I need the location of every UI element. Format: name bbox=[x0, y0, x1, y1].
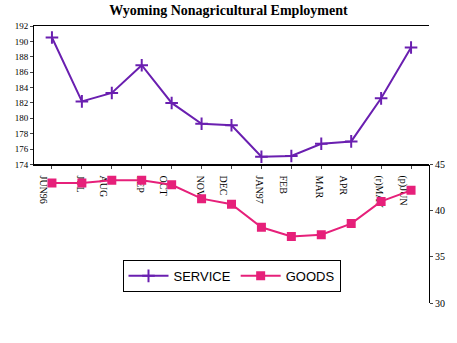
svg-text:NOV: NOV bbox=[195, 176, 206, 198]
svg-text:45: 45 bbox=[435, 159, 445, 170]
svg-text:JAN97: JAN97 bbox=[254, 176, 265, 204]
svg-text:30: 30 bbox=[435, 298, 445, 309]
svg-text:186: 186 bbox=[15, 67, 29, 77]
svg-text:40: 40 bbox=[435, 205, 445, 216]
svg-text:OCT: OCT bbox=[158, 176, 169, 196]
svg-text:MAR: MAR bbox=[314, 176, 325, 199]
svg-text:192: 192 bbox=[15, 21, 29, 31]
svg-text:GOODS: GOODS bbox=[286, 269, 335, 284]
svg-text:35: 35 bbox=[435, 251, 445, 262]
svg-text:AUG: AUG bbox=[98, 176, 109, 198]
svg-text:JUN96: JUN96 bbox=[38, 176, 49, 204]
svg-text:SEP: SEP bbox=[135, 176, 146, 194]
svg-text:174: 174 bbox=[15, 160, 29, 170]
svg-text:APR: APR bbox=[338, 176, 349, 196]
svg-text:DEC: DEC bbox=[218, 176, 229, 196]
svg-text:176: 176 bbox=[15, 144, 29, 154]
svg-text:182: 182 bbox=[15, 98, 29, 108]
svg-text:Wyoming Nonagricultural Employ: Wyoming Nonagricultural Employment bbox=[109, 3, 348, 18]
svg-text:180: 180 bbox=[15, 113, 29, 123]
svg-text:188: 188 bbox=[15, 52, 29, 62]
svg-text:178: 178 bbox=[15, 129, 29, 139]
svg-text:(r)MAY: (r)MAY bbox=[373, 176, 385, 208]
svg-text:(p)JUN: (p)JUN bbox=[397, 176, 409, 206]
svg-text:184: 184 bbox=[15, 83, 29, 93]
svg-text:190: 190 bbox=[15, 37, 29, 47]
svg-text:FEB: FEB bbox=[278, 176, 289, 195]
svg-text:SERVICE: SERVICE bbox=[174, 269, 231, 284]
svg-text:JUL: JUL bbox=[75, 176, 86, 193]
